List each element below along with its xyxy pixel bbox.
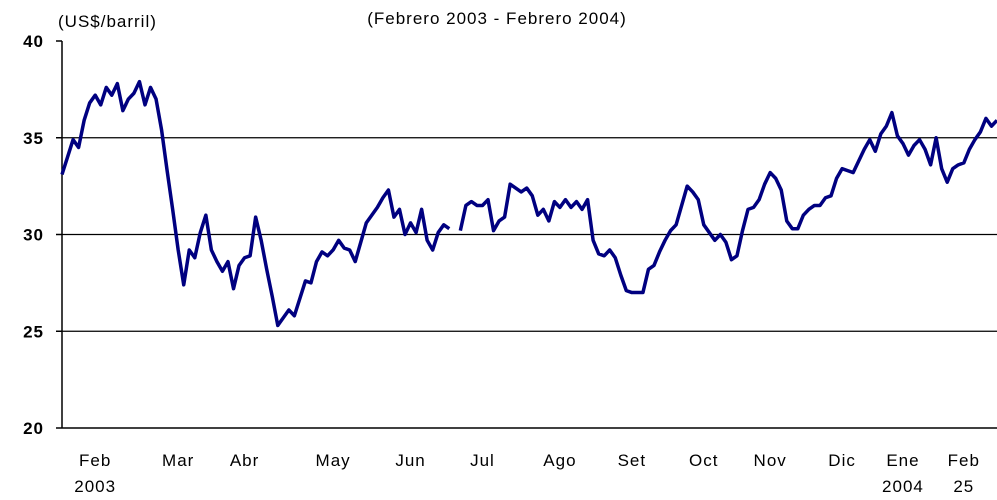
x-tick-label: Set — [618, 451, 647, 470]
x-tick-label: Ene 2004 — [882, 451, 924, 496]
x-tick-label: Jul — [470, 451, 495, 470]
price-line — [60, 79, 997, 328]
x-tick-label: Ago — [543, 451, 576, 470]
y-axis-label: (US$/barril) — [58, 12, 157, 31]
y-tick-label: 30 — [23, 226, 44, 245]
x-tick-label: Jun — [395, 451, 425, 470]
x-tick-label: May — [316, 451, 351, 470]
x-tick-label: Feb 25 — [948, 451, 980, 496]
x-tick-label: Mar — [162, 451, 194, 470]
x-tick-label: Oct — [689, 451, 718, 470]
y-tick-label: 40 — [23, 32, 44, 51]
x-tick-label: Nov — [754, 451, 787, 470]
y-tick-label: 20 — [23, 419, 44, 438]
x-tick-label: Feb 2003 — [74, 451, 116, 496]
y-tick-label: 25 — [23, 322, 44, 341]
x-tick-label: Dic — [828, 451, 856, 470]
chart-title: (Febrero 2003 - Febrero 2004) — [367, 9, 627, 28]
y-tick-label: 35 — [23, 129, 44, 148]
x-tick-label: Abr — [230, 451, 259, 470]
